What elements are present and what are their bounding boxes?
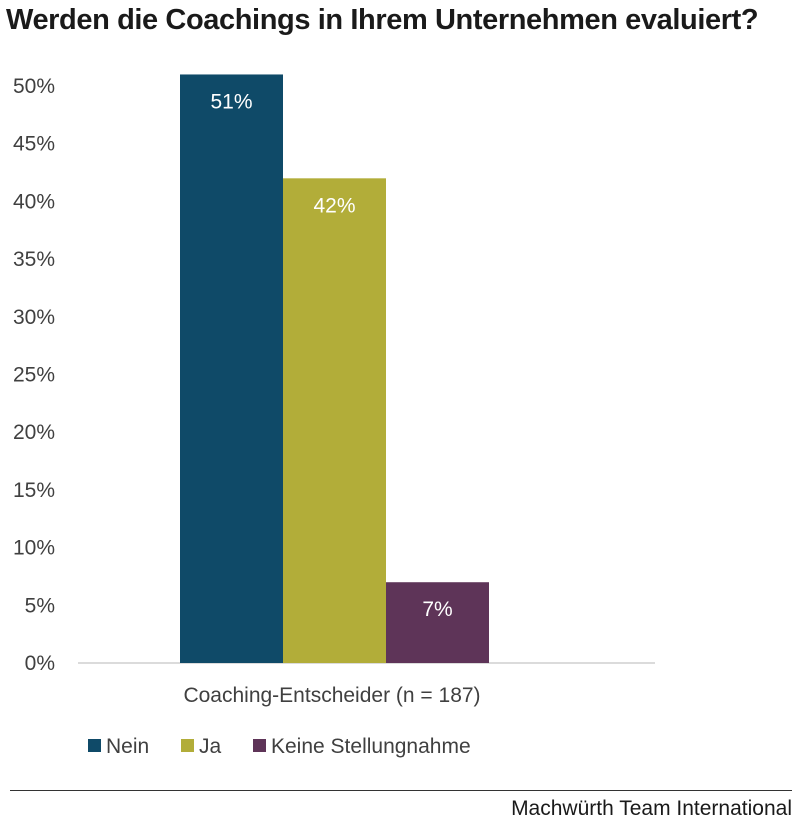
bars: [180, 74, 489, 663]
data-label: 42%: [313, 194, 355, 217]
y-tick-label: 30%: [13, 306, 55, 329]
y-tick-label: 50%: [13, 75, 55, 98]
data-label: 51%: [210, 90, 252, 113]
y-tick-label: 10%: [13, 537, 55, 560]
y-axis-ticks: 0% 5% 10% 15% 20% 25% 30% 35% 40% 45% 50%: [13, 75, 55, 675]
legend-swatch: [253, 739, 266, 752]
footer-divider: [10, 790, 792, 791]
chart-title: Werden die Coachings in Ihrem Unternehme…: [6, 4, 759, 36]
legend-label: Ja: [199, 735, 222, 758]
y-tick-label: 25%: [13, 364, 55, 387]
source-credit: Machwürth Team International: [511, 797, 792, 820]
category-label: Coaching-Entscheider (n = 187): [183, 684, 480, 707]
bar-ja: [283, 178, 386, 663]
bar-labels: 51% 42% 7%: [210, 90, 452, 621]
y-tick-label: 15%: [13, 479, 55, 502]
legend: Nein Ja Keine Stellungnahme: [88, 735, 471, 758]
legend-swatch: [181, 739, 194, 752]
legend-label: Nein: [106, 735, 149, 758]
bar-chart: 0% 5% 10% 15% 20% 25% 30% 35% 40% 45% 50% 51% 42% 7%…: [13, 74, 655, 758]
legend-swatch: [88, 739, 101, 752]
y-tick-label: 0%: [25, 652, 55, 675]
y-tick-label: 20%: [13, 421, 55, 444]
legend-label: Keine Stellungnahme: [271, 735, 471, 758]
data-label: 7%: [422, 598, 452, 621]
y-tick-label: 40%: [13, 190, 55, 213]
bar-nein: [180, 74, 283, 663]
bar-keine-stellungnahme: [386, 582, 489, 663]
y-tick-label: 35%: [13, 248, 55, 271]
y-tick-label: 5%: [25, 594, 55, 617]
y-tick-label: 45%: [13, 133, 55, 156]
